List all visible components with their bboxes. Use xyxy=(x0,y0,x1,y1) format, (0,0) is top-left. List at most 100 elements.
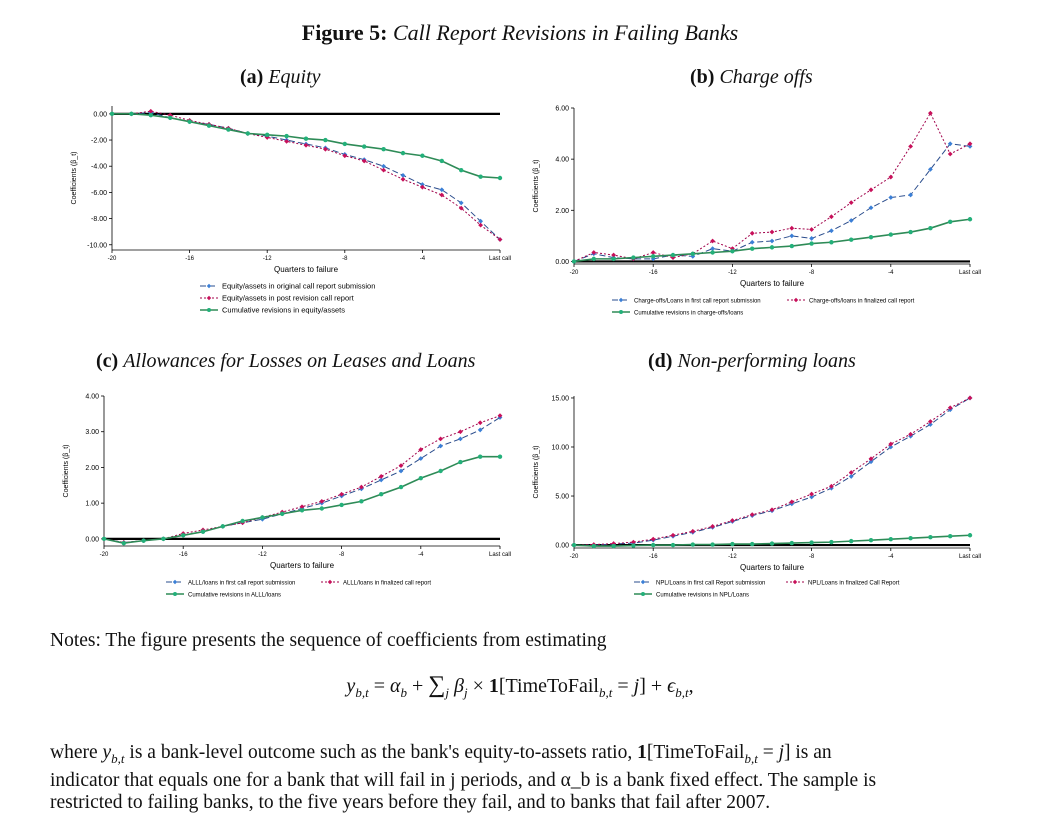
legend-label: ALLL/loans in first call report submissi… xyxy=(188,581,295,587)
x-axis-label: Quarters to failure xyxy=(740,563,805,572)
data-point xyxy=(670,542,676,548)
data-point xyxy=(299,508,305,513)
data-point xyxy=(888,195,894,200)
figure-title: Figure 5: Call Report Revisions in Faili… xyxy=(0,20,1040,46)
data-point xyxy=(710,524,715,529)
caption-a: (a) Equity xyxy=(240,66,321,89)
x-tick-label: -8 xyxy=(342,256,348,262)
data-point xyxy=(478,454,483,459)
data-point xyxy=(418,456,424,461)
caption-a-label: (a) xyxy=(240,66,264,88)
data-point xyxy=(611,543,616,549)
data-point xyxy=(323,137,328,143)
y-tick-label: -4.00 xyxy=(91,164,107,171)
x-tick-label: -20 xyxy=(100,552,109,558)
y-tick-label: -8.00 xyxy=(91,216,107,223)
data-point xyxy=(829,240,834,245)
data-point xyxy=(928,166,933,172)
data-point xyxy=(789,499,795,505)
x-tick-label: -12 xyxy=(258,552,267,558)
data-point xyxy=(690,528,696,534)
data-point xyxy=(187,119,192,124)
data-point xyxy=(809,491,814,497)
data-point xyxy=(631,543,636,548)
y-tick-label: 10.00 xyxy=(551,444,569,451)
data-point xyxy=(319,506,324,511)
data-point xyxy=(710,246,715,252)
x-tick-label: -8 xyxy=(339,552,345,558)
y-tick-label: 5.00 xyxy=(555,494,569,501)
data-point xyxy=(420,153,425,158)
data-point xyxy=(458,205,464,211)
legend-marker xyxy=(640,579,646,585)
data-point xyxy=(670,532,676,538)
series-line-red-dot xyxy=(103,415,501,543)
caption-c-label: (c) xyxy=(96,350,119,372)
data-point xyxy=(809,236,814,241)
data-point xyxy=(967,533,973,538)
series-line-blue-dash xyxy=(573,143,971,262)
y-tick-label: 0.00 xyxy=(85,536,99,543)
data-point xyxy=(908,431,913,437)
data-point xyxy=(400,172,406,178)
y-tick-label: 3.00 xyxy=(85,429,99,436)
data-point xyxy=(458,429,463,435)
data-point xyxy=(398,468,404,474)
data-point xyxy=(240,518,245,524)
x-tick-label: Last call xyxy=(959,270,981,276)
data-point xyxy=(439,158,444,164)
data-point xyxy=(342,141,347,147)
legend-label: Equity/assets in post revision call repo… xyxy=(222,294,355,303)
data-point xyxy=(398,463,404,469)
legend-label: NPL/Loans in finalized Call Report xyxy=(808,581,900,587)
data-point xyxy=(710,250,715,255)
data-point xyxy=(319,498,325,504)
x-tick-label: -16 xyxy=(179,552,188,558)
data-point xyxy=(611,252,616,258)
data-point xyxy=(651,542,656,548)
data-point xyxy=(928,535,933,540)
data-point xyxy=(497,237,503,242)
data-point xyxy=(497,454,503,459)
data-point xyxy=(670,255,676,261)
data-point xyxy=(400,176,406,182)
data-point xyxy=(148,112,153,118)
x-tick-label: -8 xyxy=(809,554,815,560)
y-tick-label: 4.00 xyxy=(85,394,99,401)
x-tick-label: Last call xyxy=(489,256,511,262)
data-point xyxy=(888,536,893,542)
data-point xyxy=(571,542,577,548)
data-point xyxy=(829,228,834,234)
chart-d: 0.00 5.00 10.00 15.00 -20 -16 -12 -8 -4 Last call… xyxy=(533,395,981,598)
data-point xyxy=(206,123,212,128)
data-point xyxy=(651,254,656,259)
legend-marker xyxy=(641,592,645,596)
data-point xyxy=(749,512,755,518)
data-point xyxy=(478,174,483,179)
data-point xyxy=(750,541,755,547)
data-point xyxy=(220,524,225,529)
data-point xyxy=(101,536,107,542)
data-point xyxy=(789,540,794,546)
legend-marker xyxy=(207,308,211,312)
data-point xyxy=(362,144,367,149)
y-tick-label: 0.00 xyxy=(555,543,569,550)
data-point xyxy=(420,182,425,187)
data-point xyxy=(888,441,894,447)
data-point xyxy=(418,475,423,481)
data-point xyxy=(458,459,463,465)
data-point xyxy=(789,225,795,231)
data-point xyxy=(868,456,874,462)
data-point xyxy=(631,539,636,545)
data-point xyxy=(809,227,814,232)
data-point xyxy=(141,538,146,543)
data-point xyxy=(967,143,973,149)
data-point xyxy=(809,241,814,246)
x-tick-label: -12 xyxy=(728,270,737,276)
x-tick-label: -12 xyxy=(728,554,737,560)
data-point xyxy=(303,136,309,141)
data-point xyxy=(438,443,443,449)
data-point xyxy=(303,142,309,148)
legend-label: Cumulative revisions in charge-offs/loan… xyxy=(634,311,743,317)
legend-label: ALLL/loans in finalized call report xyxy=(343,581,431,587)
